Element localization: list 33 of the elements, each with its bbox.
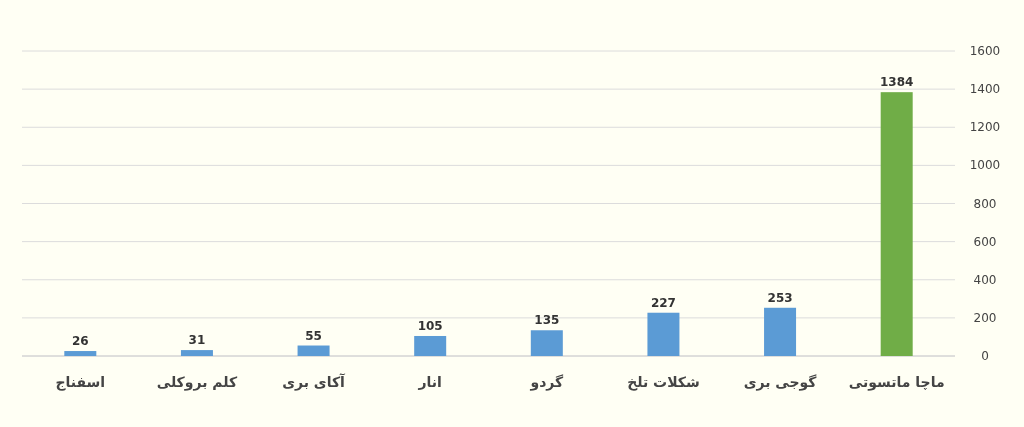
x-tick-label: شکلات تلخ bbox=[627, 374, 700, 391]
y-tick-label: 1400 bbox=[969, 82, 1001, 97]
y-tick-label: 0 bbox=[981, 349, 989, 363]
bar bbox=[297, 345, 330, 356]
bar bbox=[530, 330, 563, 356]
y-tick-label: 800 bbox=[973, 196, 997, 211]
x-tick-label: گوجی بری bbox=[743, 374, 818, 391]
data-label: 55 bbox=[305, 328, 322, 343]
x-tick-label: کلم بروکلی bbox=[156, 374, 238, 391]
bar bbox=[414, 335, 447, 356]
x-tick-label: اسفناج bbox=[55, 374, 106, 391]
bar bbox=[764, 307, 797, 356]
data-label: 31 bbox=[188, 333, 206, 348]
bar bbox=[64, 351, 97, 356]
x-tick-label: آکای بری bbox=[282, 373, 347, 391]
y-tick-label: 600 bbox=[973, 234, 997, 249]
bar bbox=[647, 312, 680, 356]
data-label: 1384 bbox=[879, 75, 914, 90]
x-tick-label: انار bbox=[417, 374, 442, 390]
data-label: 26 bbox=[71, 334, 89, 349]
data-label: 227 bbox=[650, 295, 676, 310]
data-label: 135 bbox=[534, 313, 560, 328]
y-tick-label: 1600 bbox=[969, 44, 1001, 58]
x-tick-label: گردو bbox=[529, 374, 565, 391]
y-tick-label: 400 bbox=[973, 272, 997, 287]
y-tick-label: 1000 bbox=[969, 158, 1001, 173]
y-tick-label: 1200 bbox=[969, 120, 1001, 135]
data-label: 105 bbox=[417, 318, 443, 333]
bar bbox=[180, 350, 213, 356]
data-label: 253 bbox=[767, 290, 793, 305]
bar bbox=[880, 92, 913, 356]
y-tick-label: 200 bbox=[973, 310, 997, 325]
x-tick-label: ماچا ماتسوتی bbox=[848, 374, 945, 391]
